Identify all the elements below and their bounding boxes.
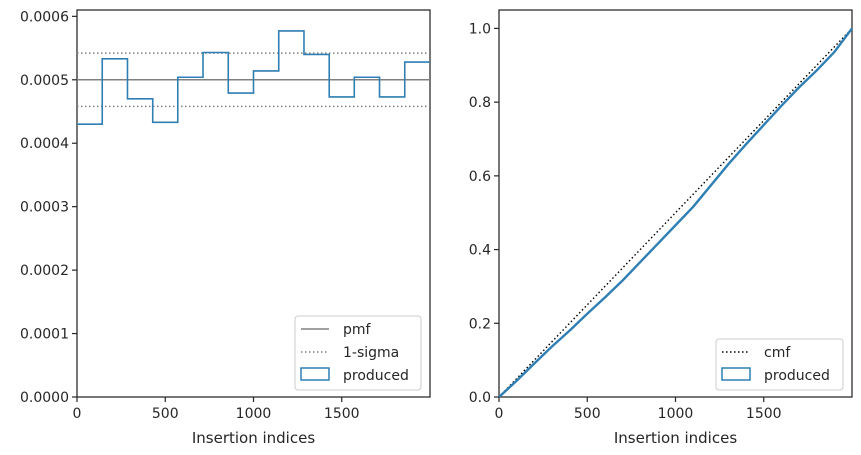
x-tick-label: 0 [73,406,82,422]
x-tick-label: 1500 [746,406,782,422]
x-tick-label: 500 [574,406,601,422]
x-tick-label: 1500 [324,406,360,422]
legend-label-cmf: cmf [764,345,791,361]
y-tick-label: 0.0006 [20,9,69,25]
x-axis-label: Insertion indices [192,429,315,447]
x-tick-label: 500 [152,406,179,422]
y-tick-label: 0.8 [469,95,491,111]
series-produced-line [498,27,853,398]
legend: pmf 1-sigma produced [294,315,422,391]
y-tick-label: 0.2 [469,316,491,332]
y-tick-label: 0.0000 [20,390,69,406]
y-tick-label: 0.0002 [20,263,69,279]
legend-label-1-sigma: 1-sigma [343,345,399,361]
y-tick-label: 1.0 [469,21,491,37]
legend-label-produced: produced [764,368,830,384]
y-tick-label: 0.0 [469,390,491,406]
y-tick-label: 0.6 [469,169,491,185]
series-layer [498,27,853,398]
legend-box [715,338,844,391]
legend: cmf produced [715,338,844,391]
y-tick-label: 0.0004 [20,136,69,152]
legend-swatch-produced [300,367,330,381]
pmf-histogram-panel: 0 500 1000 1500 0.0000 0.0001 0.0002 0.0003 0.00… [20,9,431,447]
x-tick-label: 1000 [236,406,272,422]
tick-layer: 0 500 1000 1500 0.0 0.2 0.4 0.6 0.8 1.0 [469,21,782,422]
x-tick-label: 1000 [658,406,694,422]
legend-label-pmf: pmf [343,322,372,338]
y-tick-label: 0.0003 [20,200,69,216]
legend-box [294,315,422,391]
y-tick-label: 0.0001 [20,327,69,343]
y-tick-label: 0.4 [469,243,491,259]
series-cmf-line [498,27,853,398]
legend-label-produced: produced [343,368,409,384]
series-produced-step [77,30,430,125]
x-axis-label: Insertion indices [614,429,737,447]
tick-layer: 0 500 1000 1500 0.0000 0.0001 0.0002 0.0003 0.00… [20,9,360,422]
cmf-panel: 0 500 1000 1500 0.0 0.2 0.4 0.6 0.8 1.0 Insertion… [469,9,853,447]
y-tick-label: 0.0005 [20,73,69,89]
x-tick-label: 0 [495,406,504,422]
legend-swatch-produced [721,367,751,381]
series-layer [77,30,430,125]
